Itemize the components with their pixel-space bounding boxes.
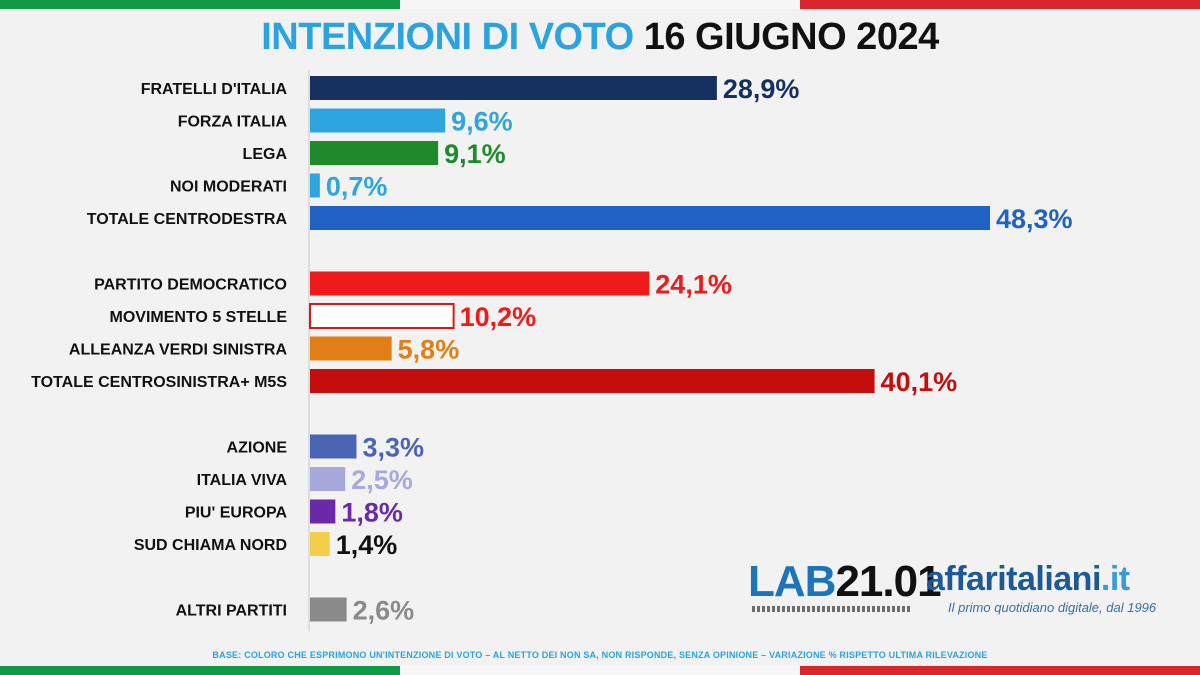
category-label: AZIONE [227,440,288,457]
value-label: 2,6% [353,596,415,626]
category-label: TOTALE CENTRODESTRA [87,211,288,228]
lab2101-logo-subtitle [752,606,912,612]
flag-strip-top [0,0,1200,9]
value-label: 3,3% [362,433,424,463]
title-part1: INTENZIONI DI VOTO [261,16,634,58]
title-part2: 16 GIUGNO 2024 [643,16,940,58]
bar-chart: FRATELLI D'ITALIA 28,9% FORZA ITALIA 9,6% LE… [31,70,1073,632]
affaritaliani-logo: affaritaliani.it [926,560,1130,598]
chart-title: INTENZIONI DI VOTO 16 GIUGNO 2024 [0,16,1200,59]
bar [310,532,330,556]
bar [310,336,392,361]
category-label: NOI MODERATI [170,179,287,196]
value-label: 2,5% [351,465,413,495]
lab2101-logo: LAB21.01 [748,557,942,606]
affaritaliani-tagline: Il primo quotidiano digitale, dal 1996 [948,600,1157,615]
value-label: 28,9% [723,74,800,104]
value-label: 1,8% [341,498,403,528]
bar [310,173,320,198]
category-label: ALLEANZA VERDI SINISTRA [69,342,288,359]
bar [309,303,455,329]
bar [310,76,717,100]
bar [310,597,347,622]
category-label: ALTRI PARTITI [176,603,287,620]
category-label: SUD CHIAMA NORD [134,537,287,554]
category-label: FRATELLI D'ITALIA [141,81,288,98]
category-label: PIU' EUROPA [185,505,288,522]
category-label: MOVIMENTO 5 STELLE [110,309,288,326]
category-label: PARTITO DEMOCRATICO [94,277,287,294]
bar [310,206,990,230]
bar [310,467,346,491]
value-label: 40,1% [881,367,958,397]
value-label: 10,2% [460,302,537,332]
value-label: 9,1% [444,139,506,169]
category-label: FORZA ITALIA [178,114,288,131]
value-label: 48,3% [996,204,1073,234]
bar [310,141,439,165]
category-label: ITALIA VIVA [197,472,288,489]
bar [310,434,357,459]
value-label: 0,7% [326,172,388,202]
bar [310,369,875,393]
value-label: 5,8% [398,335,460,365]
flag-strip-bottom [0,666,1200,675]
bar [310,271,650,296]
value-label: 1,4% [336,530,398,560]
category-label: TOTALE CENTROSINISTRA+ M5S [31,374,287,391]
value-label: 9,6% [451,107,513,137]
value-label: 24,1% [655,270,732,300]
footnote: BASE: COLORO CHE ESPRIMONO UN'INTENZIONE… [212,650,988,660]
category-label: LEGA [243,146,288,163]
bar [310,108,446,133]
bar [310,499,336,524]
